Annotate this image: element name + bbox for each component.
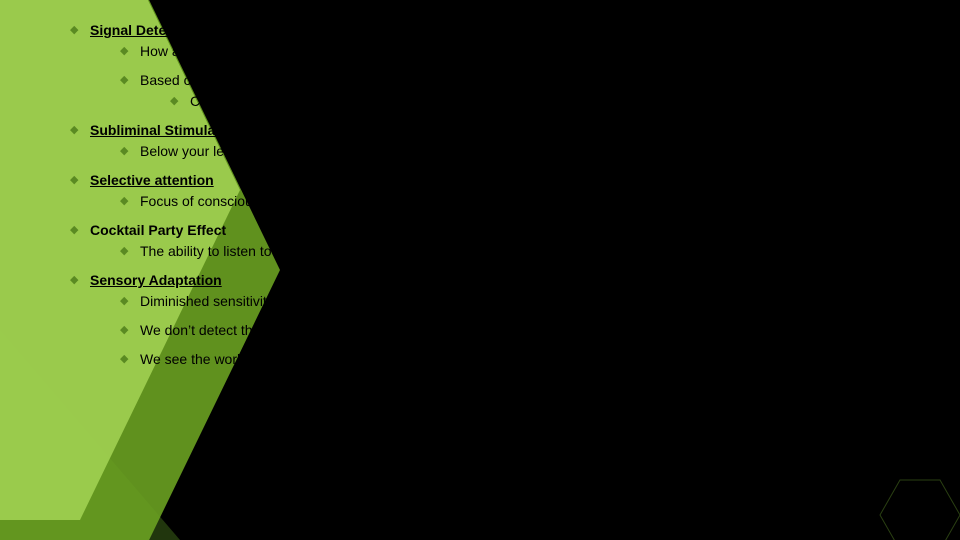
outline-item-text: Below your level of awareness bbox=[140, 143, 329, 159]
outline-item: Cocktail Party Effect The ability to list… bbox=[70, 220, 940, 262]
outline-item-text: Based on experience, fatigue level, expe… bbox=[140, 72, 440, 88]
outline-item-text: Sensory Adaptation bbox=[90, 272, 222, 288]
outline-item-text: Charlie Brown and Lucy (football) he nev… bbox=[190, 93, 728, 109]
outline-item-text: Selective attention bbox=[90, 172, 214, 188]
outline-item: Subliminal Stimulation Below your level o… bbox=[70, 120, 940, 162]
outline-item: We see the world as it is useful to us, … bbox=[120, 349, 940, 370]
outline-item-text: We see the world as it is useful to us, … bbox=[140, 351, 475, 367]
outline-item: How and when we detect the presence of a… bbox=[120, 41, 940, 62]
outline-item-text: The ability to listen to one person amon… bbox=[140, 243, 521, 259]
outline-item-text: Diminished sensitivity due to constant s… bbox=[140, 293, 444, 309]
slide-content: Signal Detection Theory How and when we d… bbox=[70, 20, 940, 378]
outline-item: Signal Detection Theory How and when we d… bbox=[70, 20, 940, 112]
outline-item: Selective attention Focus of conscious aw… bbox=[70, 170, 940, 212]
outline-item: The ability to listen to one person amon… bbox=[120, 241, 940, 262]
outline-item-text: Cocktail Party Effect bbox=[90, 222, 226, 238]
hexagon-outline bbox=[880, 480, 960, 540]
outline-item-text: Focus of conscious awareness on a partic… bbox=[140, 193, 479, 209]
outline-item: Focus of conscious awareness on a partic… bbox=[120, 191, 940, 212]
outline-item: Sensory Adaptation Diminished sensitivity… bbox=[70, 270, 940, 370]
outline-item-text: How and when we detect the presence of a… bbox=[140, 43, 723, 59]
outline-item-text: Signal Detection Theory bbox=[90, 22, 250, 38]
outline-item: Charlie Brown and Lucy (football) he nev… bbox=[170, 91, 940, 112]
outline-item: We don’t detect things we see all the ti… bbox=[120, 320, 940, 341]
outline-item-text: We don’t detect things we see all the ti… bbox=[140, 322, 656, 338]
slide: Signal Detection Theory How and when we d… bbox=[0, 0, 960, 540]
outline-item: Diminished sensitivity due to constant s… bbox=[120, 291, 940, 312]
outline-root: Signal Detection Theory How and when we d… bbox=[70, 20, 940, 370]
outline-item: Below your level of awareness bbox=[120, 141, 940, 162]
outline-item-text: Subliminal Stimulation bbox=[90, 122, 241, 138]
outline-item: Based on experience, fatigue level, expe… bbox=[120, 70, 940, 112]
